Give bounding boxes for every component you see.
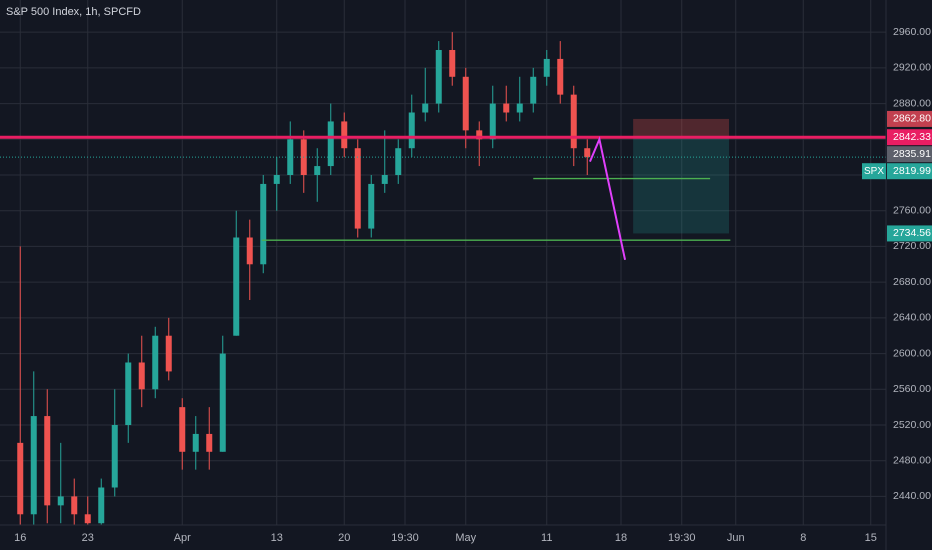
candle-body [165,335,172,372]
tag-bg [862,163,886,180]
candle-body [570,94,577,149]
y-tick-label: 2640.00 [893,312,931,324]
candle-body [206,433,213,452]
y-tick-label: 2680.00 [893,276,931,288]
y-tick-label: 2880.00 [893,97,931,109]
y-tick-label: 2720.00 [893,240,931,252]
x-tick-label: 13 [271,532,283,544]
x-tick-label: May [455,532,476,544]
x-tick-label: 18 [615,532,627,544]
candle-body [381,175,388,184]
price-label: 2842.33 [893,131,931,143]
candle-body [152,335,159,390]
candle-body [516,103,523,113]
projection-path [589,135,627,261]
y-tick-label: 2560.00 [893,383,931,395]
plot-area [0,32,886,525]
candle-body [341,121,348,149]
price-label-bg [887,129,932,146]
x-tick-label: 15 [865,532,877,544]
candle-body [489,103,496,140]
candle-body [584,148,591,158]
x-tick-label: 19:30 [668,532,696,544]
candle-body [179,407,186,452]
price-label-bg [887,163,932,180]
y-tick-label: 2520.00 [893,419,931,431]
candle-body [125,362,132,425]
price-label: 2819.99 [893,165,931,177]
candle-body [30,416,37,515]
tag-label: SPX [864,166,884,177]
stop-zone [633,118,729,138]
price-label: 2734.56 [893,227,931,239]
candle-body [449,50,456,77]
candle-body [17,442,24,515]
y-tick-label: 2440.00 [893,490,931,502]
candle-body [435,50,442,104]
candle-body [287,139,294,175]
candle-body [327,121,334,167]
candle-body [44,416,51,506]
axes: 2440.00 2480.00 2520.00 2560.00 2600.00 2640.… [14,26,932,544]
candle-body [192,433,199,452]
x-tick-label: Jun [727,532,745,544]
candle-body [246,237,253,265]
x-tick-label: 11 [541,532,552,544]
candle-body [314,166,321,175]
x-tick-label: 20 [338,532,350,544]
price-label-bg [887,146,932,163]
candle-body [84,514,91,524]
x-tick-label: 8 [800,532,806,544]
x-tick-label: Apr [174,532,191,544]
candle-body [219,353,226,452]
candle-body [476,130,483,140]
y-tick-label: 2960.00 [893,26,931,38]
x-tick-label: 19:30 [391,532,419,544]
candle-body [422,103,429,113]
price-label: 2835.91 [893,148,931,160]
y-tick-label: 2600.00 [893,347,931,359]
candle-body [233,237,240,336]
x-tick-label: 16 [14,532,26,544]
candle-body [395,148,402,175]
candle-body [273,175,280,184]
y-tick-label: 2480.00 [893,454,931,466]
candle-body [138,362,145,390]
candle-body [530,76,537,104]
candle-body [408,112,415,149]
candle-body [71,496,78,515]
price-label-bg [887,110,932,127]
candle-body [368,183,375,229]
candle-body [462,76,469,131]
chart-title: S&P 500 Index, 1h, SPCFD [6,6,141,18]
target-zone [633,137,729,234]
y-tick-label: 2760.00 [893,204,931,216]
y-tick-label: 2920.00 [893,62,931,74]
candle-body [543,58,550,77]
price-label-bg [887,225,932,242]
candle-body [111,425,118,488]
candle-body [57,496,64,506]
candle-body [354,148,361,229]
x-tick-label: 23 [82,532,94,544]
price-label: 2862.80 [893,113,931,125]
candle-body [503,103,510,113]
candle-body [260,183,267,265]
candle-body [98,487,105,524]
candle-body [557,58,564,95]
